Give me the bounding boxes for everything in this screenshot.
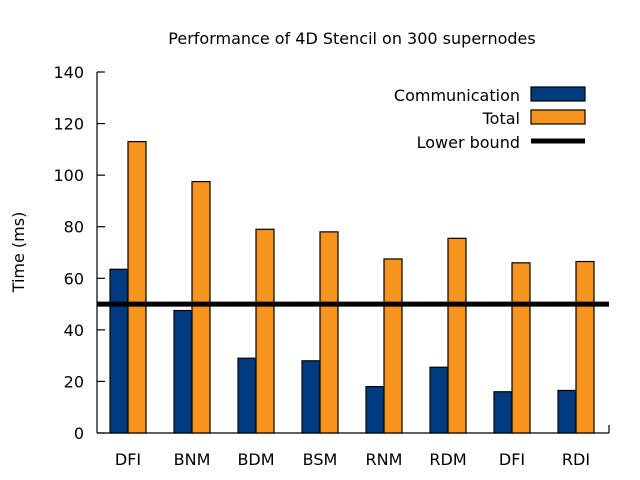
bar-communication-5: [429, 366, 449, 434]
bar-communication-0: [109, 268, 129, 434]
y-tick-label: 60: [64, 269, 84, 288]
x-tick-label: RNM: [366, 450, 403, 469]
y-tick-label: 20: [64, 372, 84, 391]
bar-communication-7: [557, 389, 577, 434]
y-tick-label: 0: [74, 424, 84, 443]
bar-communication-2: [237, 357, 257, 434]
y-tick-label: 120: [53, 115, 84, 134]
y-axis-label: Time (ms): [9, 212, 28, 294]
x-tick-label: BNM: [174, 450, 211, 469]
y-tick-label: 100: [53, 166, 84, 185]
legend-lower-bound-label: Lower bound: [417, 133, 520, 152]
x-tick-label: DFI: [115, 450, 141, 469]
legend-total-swatch: [530, 109, 586, 125]
bar-total-0: [127, 141, 147, 434]
bar-communication-3: [301, 360, 321, 434]
bars: [109, 141, 595, 434]
legend-communication-swatch: [530, 86, 586, 102]
x-tick-label: BDM: [237, 450, 274, 469]
bar-total-7: [575, 260, 595, 434]
bar-total-1: [191, 180, 211, 434]
x-tick-label: BSM: [303, 450, 338, 469]
bar-communication-4: [365, 385, 385, 434]
y-tick-label: 80: [64, 218, 84, 237]
legend-communication-label: Communication: [394, 86, 520, 105]
bar-total-6: [511, 262, 531, 434]
bar-total-3: [319, 231, 339, 434]
bar-total-4: [383, 258, 403, 434]
x-tick-label: RDI: [562, 450, 590, 469]
bar-total-5: [447, 237, 467, 434]
x-tick-label: DFI: [499, 450, 525, 469]
legend: Communication Total Lower bound: [394, 86, 586, 152]
x-tick-label: RDM: [429, 450, 466, 469]
bar-communication-6: [493, 391, 513, 434]
axes: 0 20 40 60 80 100 120 140 DFI BNM BDM BSM RNM RDM DFI R…: [53, 63, 610, 469]
y-tick-label: 140: [53, 63, 84, 82]
legend-total-label: Total: [482, 109, 520, 128]
y-tick-label: 40: [64, 321, 84, 340]
chart-title: Performance of 4D Stencil on 300 superno…: [168, 29, 535, 48]
bar-total-2: [255, 228, 275, 434]
bar-communication-1: [173, 309, 193, 434]
